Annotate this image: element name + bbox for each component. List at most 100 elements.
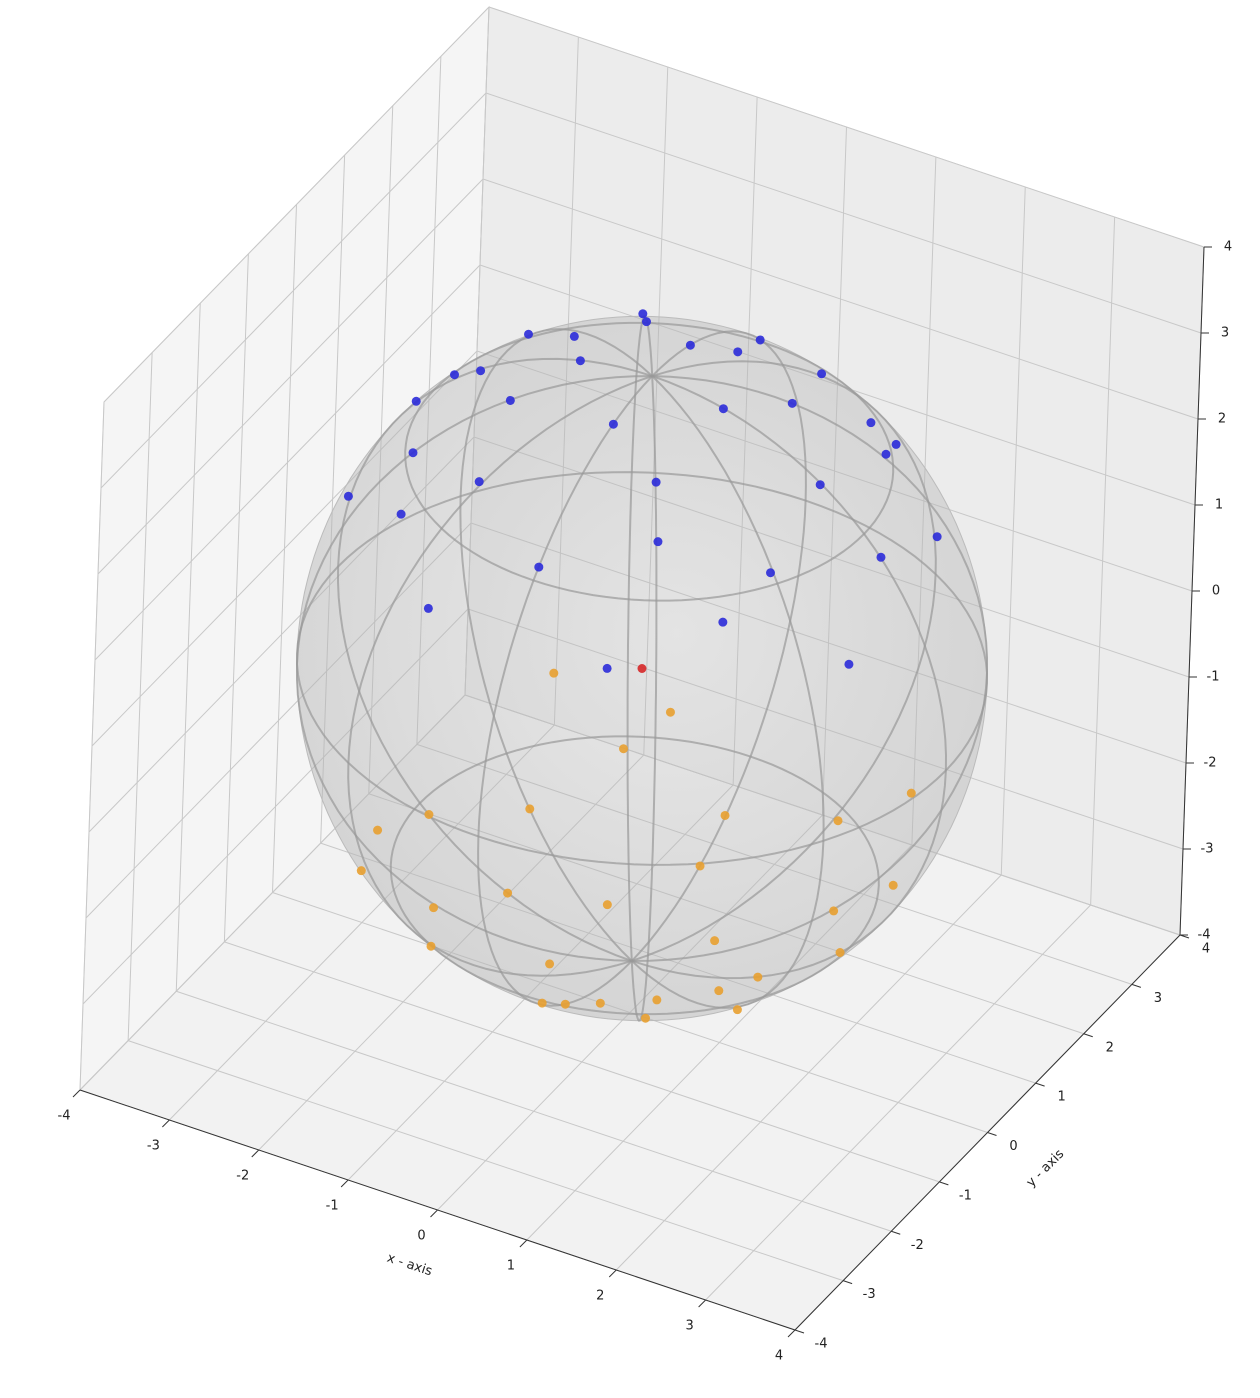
grid-line <box>224 941 940 1183</box>
y-tick-label: -2 <box>911 1238 924 1253</box>
x-tick-label: -4 <box>58 1109 71 1124</box>
z-tick-label: 1 <box>1215 498 1223 513</box>
grid-line <box>97 178 484 575</box>
y-tick-label: 2 <box>1106 1040 1114 1055</box>
y-tick <box>939 1181 949 1186</box>
point <box>637 664 647 673</box>
point <box>829 906 839 916</box>
point <box>396 509 406 519</box>
x-tick <box>608 1269 617 1278</box>
point <box>423 603 433 613</box>
point <box>766 568 775 578</box>
point <box>545 959 555 969</box>
x-tick <box>162 1119 170 1128</box>
point <box>651 477 661 487</box>
point <box>844 659 854 669</box>
y-tick <box>842 1280 853 1285</box>
y-tick-label: 1 <box>1057 1090 1065 1105</box>
point <box>356 866 366 876</box>
point <box>424 810 434 819</box>
point <box>575 356 585 366</box>
point <box>560 999 570 1009</box>
point <box>866 418 876 428</box>
y-axis-label: y - axis <box>1024 1147 1068 1191</box>
point <box>685 340 695 350</box>
z-tick-label: -4 <box>1198 928 1211 943</box>
point <box>695 861 705 871</box>
x-tick-label: -3 <box>147 1139 160 1154</box>
z-tick-label: 4 <box>1224 240 1232 255</box>
z-tick-label: -2 <box>1204 756 1217 771</box>
z-tick-label: 3 <box>1221 326 1229 341</box>
sphere-wire <box>296 375 988 962</box>
sphere-wire <box>347 360 937 977</box>
point <box>474 477 484 487</box>
y-tick-label: 3 <box>1154 991 1162 1006</box>
point <box>932 532 942 542</box>
x-tick <box>251 1149 260 1158</box>
x-tick-label: 0 <box>417 1229 425 1244</box>
z-tick-label: 2 <box>1218 412 1226 427</box>
point <box>408 448 418 458</box>
y-tick-label: -1 <box>959 1188 972 1203</box>
point <box>732 1005 742 1015</box>
grid-line <box>103 6 490 403</box>
x-tick <box>72 1089 81 1098</box>
x-tick-label: 2 <box>596 1289 604 1304</box>
grid-line <box>176 990 892 1232</box>
point <box>619 744 628 754</box>
point <box>602 663 612 673</box>
y-tick <box>987 1132 997 1136</box>
y-tick-label: -3 <box>863 1287 876 1302</box>
grid-line <box>127 1040 844 1282</box>
point <box>888 880 898 890</box>
y-tick <box>1131 983 1142 988</box>
point <box>881 449 891 459</box>
point <box>534 562 544 572</box>
y-tick-label: 0 <box>1009 1139 1017 1154</box>
y-tick-label: 4 <box>1202 942 1210 957</box>
point <box>595 998 605 1008</box>
point <box>817 369 827 379</box>
y-tick <box>891 1230 901 1235</box>
x-tick <box>787 1329 796 1338</box>
point <box>733 347 743 357</box>
point <box>524 329 533 339</box>
point <box>755 335 765 345</box>
point <box>906 788 916 798</box>
y-tick <box>1035 1082 1045 1087</box>
point <box>373 825 383 835</box>
point <box>891 439 901 449</box>
x-tick-label: 3 <box>685 1319 693 1334</box>
y-tick <box>794 1329 805 1334</box>
point <box>714 986 724 996</box>
point <box>411 396 421 406</box>
sphere-wire <box>336 357 948 980</box>
point <box>638 309 648 319</box>
point <box>569 331 579 341</box>
point <box>602 900 612 910</box>
point <box>833 816 843 826</box>
point <box>718 404 728 414</box>
x-tick-label: -1 <box>326 1199 339 1214</box>
grid-line <box>485 92 1202 334</box>
point <box>549 668 559 678</box>
point <box>787 398 797 408</box>
x-axis-label: x - axis <box>385 1251 434 1280</box>
point <box>718 617 728 627</box>
x-tick-label: 4 <box>775 1349 783 1364</box>
point <box>608 419 618 429</box>
grid-line <box>488 6 1205 248</box>
point <box>641 1013 650 1023</box>
point <box>710 936 720 946</box>
x-tick-label: 1 <box>507 1259 515 1274</box>
point <box>665 707 675 717</box>
grid-line <box>482 178 1199 420</box>
y-tick-label: -4 <box>815 1337 828 1352</box>
z-tick-label: -1 <box>1207 670 1220 685</box>
x-tick <box>698 1299 706 1308</box>
x-tick <box>519 1239 528 1248</box>
sphere-wire <box>477 330 807 1007</box>
